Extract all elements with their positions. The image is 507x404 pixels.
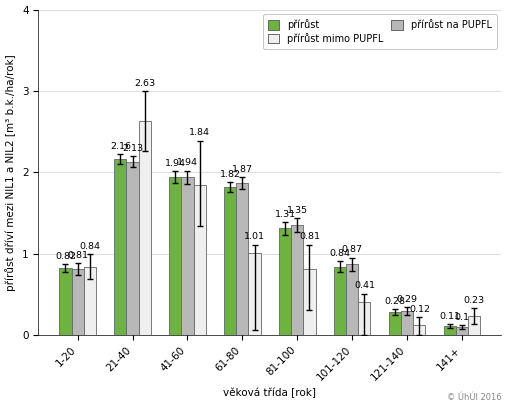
Bar: [456, 327, 468, 335]
Bar: [138, 121, 151, 335]
Text: 0.12: 0.12: [409, 305, 430, 314]
Text: 0.82: 0.82: [55, 252, 76, 261]
Bar: [303, 269, 315, 335]
Bar: [224, 187, 236, 335]
Text: 0.81: 0.81: [299, 232, 320, 242]
Bar: [236, 183, 248, 335]
Text: 0.81: 0.81: [67, 251, 88, 260]
Bar: [194, 185, 206, 335]
Text: 2.16: 2.16: [110, 142, 131, 151]
Bar: [169, 177, 182, 335]
Bar: [468, 316, 481, 335]
Text: 1.35: 1.35: [287, 206, 308, 215]
Bar: [126, 162, 138, 335]
Bar: [71, 269, 84, 335]
Text: © ÚhÚl 2016: © ÚhÚl 2016: [447, 393, 502, 402]
Text: 0.84: 0.84: [330, 249, 351, 258]
Bar: [292, 225, 303, 335]
Text: 0.11: 0.11: [440, 312, 461, 321]
Bar: [358, 302, 371, 335]
Bar: [389, 312, 401, 335]
Text: 0.23: 0.23: [464, 296, 485, 305]
Bar: [444, 326, 456, 335]
Text: 0.41: 0.41: [354, 281, 375, 290]
Text: 1.94: 1.94: [177, 158, 198, 167]
Bar: [248, 253, 261, 335]
X-axis label: věková třída [rok]: věková třída [rok]: [224, 388, 316, 398]
Text: 0.28: 0.28: [385, 297, 406, 306]
Text: 1.94: 1.94: [165, 159, 186, 168]
Bar: [59, 268, 71, 335]
Bar: [346, 264, 358, 335]
Bar: [182, 177, 194, 335]
Y-axis label: přírůst dříví mezi NIL1 a NIL2 [m³ b.k./ha/rok]: přírůst dříví mezi NIL1 a NIL2 [m³ b.k./…: [6, 54, 16, 290]
Text: 1.01: 1.01: [244, 232, 265, 242]
Text: 2.63: 2.63: [134, 79, 155, 88]
Bar: [115, 159, 126, 335]
Text: 1.87: 1.87: [232, 165, 253, 174]
Text: 1.31: 1.31: [275, 210, 296, 219]
Text: 1.82: 1.82: [220, 170, 241, 179]
Bar: [279, 228, 292, 335]
Text: 0.1: 0.1: [455, 313, 470, 322]
Legend: přírůst, přírůst mimo PUPFL, přírůst na PUPFL: přírůst, přírůst mimo PUPFL, přírůst na …: [263, 15, 496, 49]
Bar: [413, 325, 425, 335]
Text: 0.87: 0.87: [342, 246, 363, 255]
Bar: [401, 311, 413, 335]
Bar: [84, 267, 96, 335]
Bar: [334, 267, 346, 335]
Text: 2.13: 2.13: [122, 144, 143, 153]
Text: 0.84: 0.84: [79, 242, 100, 251]
Text: 0.29: 0.29: [397, 295, 418, 304]
Text: 1.84: 1.84: [189, 128, 210, 137]
